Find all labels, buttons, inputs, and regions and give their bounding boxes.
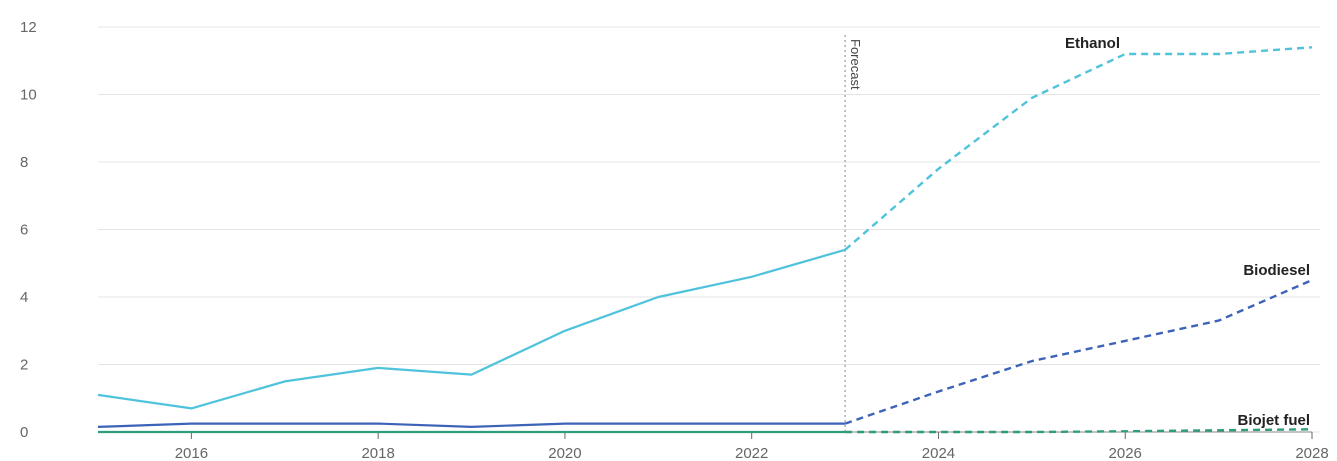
series-label-ethanol: Ethanol	[1065, 35, 1120, 52]
y-axis-ticks: 0 2 4 6 8 10 12	[20, 19, 37, 441]
series-labels: Ethanol Biodiesel Biojet fuel	[1065, 35, 1310, 429]
series-label-biojet-fuel: Biojet fuel	[1237, 412, 1310, 429]
gridlines	[98, 26, 1320, 433]
forecast-label: Forecast	[848, 39, 863, 90]
y-tick-label: 12	[20, 19, 37, 36]
x-tick-label: 2026	[1109, 445, 1142, 461]
x-tick-label: 2024	[922, 445, 955, 461]
y-tick-label: 0	[20, 424, 28, 441]
series-line-biojet-fuel-forecast	[845, 428, 1313, 434]
x-tick-label: 2022	[735, 445, 768, 461]
y-tick-label: 10	[20, 87, 37, 104]
y-tick-label: 6	[20, 222, 28, 239]
forecast-marker: Forecast	[844, 35, 863, 432]
x-tick-label: 2020	[548, 445, 581, 461]
y-tick-label: 4	[20, 289, 28, 306]
x-axis-ticks: 2016 2018 2020 2022 2024 2026 2028	[98, 431, 1329, 461]
series-line-ethanol-forecast	[844, 46, 1313, 251]
series-lines	[97, 46, 1313, 434]
x-tick-label: 2018	[361, 445, 394, 461]
series-line-biodiesel-forecast	[844, 278, 1313, 425]
y-tick-label: 2	[20, 357, 28, 374]
series-label-biodiesel: Biodiesel	[1243, 262, 1310, 279]
x-tick-label: 2016	[175, 445, 208, 461]
y-tick-label: 8	[20, 154, 28, 171]
series-line-ethanol-actual	[97, 248, 846, 410]
x-tick-label: 2028	[1295, 445, 1328, 461]
series-line-biodiesel-actual	[97, 422, 846, 428]
